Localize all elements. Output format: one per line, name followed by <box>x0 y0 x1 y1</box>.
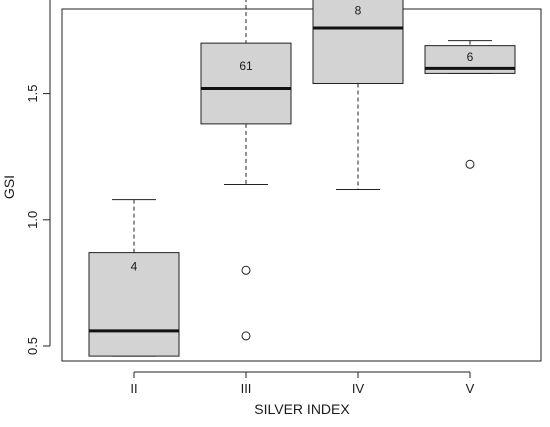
x-tick-label: IV <box>352 381 365 396</box>
box-group-V: 6 <box>424 40 516 169</box>
box <box>200 42 292 125</box>
y-tick-label: 1.0 <box>25 211 40 229</box>
box-group-III: 61 <box>200 0 292 341</box>
x-axis: II III IV V <box>130 371 475 396</box>
x-tick-label: III <box>241 381 252 396</box>
count-label: 61 <box>239 59 253 73</box>
y-axis-label: GSI <box>1 175 17 199</box>
outlier-point <box>241 331 251 341</box>
box-group-IV: 8 <box>312 0 404 191</box>
outlier-point <box>241 265 251 275</box>
count-label: 4 <box>131 259 138 273</box>
y-tick-label: 0.5 <box>25 337 40 355</box>
count-label: 8 <box>355 3 362 17</box>
box <box>88 252 180 357</box>
plot-frame <box>61 8 542 362</box>
outlier-point <box>465 159 475 169</box>
y-axis: 0.51.01.52.02.53.0 <box>25 0 51 355</box>
box <box>312 0 404 85</box>
x-tick-label: V <box>466 381 475 396</box>
box-group-II: 4 <box>88 199 180 357</box>
x-tick-label: II <box>130 381 137 396</box>
boxes: 4 61 8 6 <box>88 0 516 357</box>
count-label: 6 <box>467 50 474 64</box>
x-axis-label: SILVER INDEX <box>254 401 350 417</box>
y-tick-label: 1.5 <box>25 85 40 103</box>
